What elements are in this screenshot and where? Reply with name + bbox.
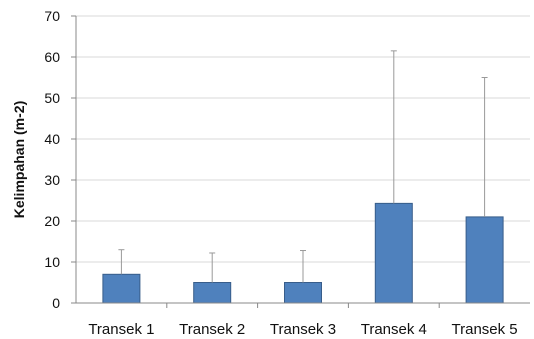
y-tick-label: 20 [44,213,60,229]
bar [193,282,232,304]
bar [284,282,322,304]
bar [465,216,504,304]
x-tick-label: Transek 2 [179,321,245,338]
error-bars [118,50,488,283]
y-tick-label: 70 [44,8,60,24]
bars [102,202,504,304]
axes [71,15,530,308]
y-tick-labels: 0 10 20 30 40 50 60 70 [44,8,60,311]
x-tick-labels: Transek 1 Transek 2 Transek 3 Transek 4 Tran… [88,321,517,338]
bar [374,202,413,304]
y-tick-label: 50 [44,90,60,106]
x-tick-label: Transek 4 [361,321,427,338]
y-tick-label: 0 [52,295,60,311]
x-tick-label: Transek 5 [452,321,518,338]
y-tick-label: 10 [44,254,60,270]
y-tick-label: 30 [44,172,60,188]
y-tick-label: 40 [44,131,60,147]
x-tick-label: Transek 1 [88,321,154,338]
gridlines [76,15,530,263]
bar [102,273,141,304]
y-tick-label: 60 [44,49,60,65]
y-axis-title: Kelimpahan (m-2) [11,101,27,218]
x-tick-label: Transek 3 [270,321,336,338]
